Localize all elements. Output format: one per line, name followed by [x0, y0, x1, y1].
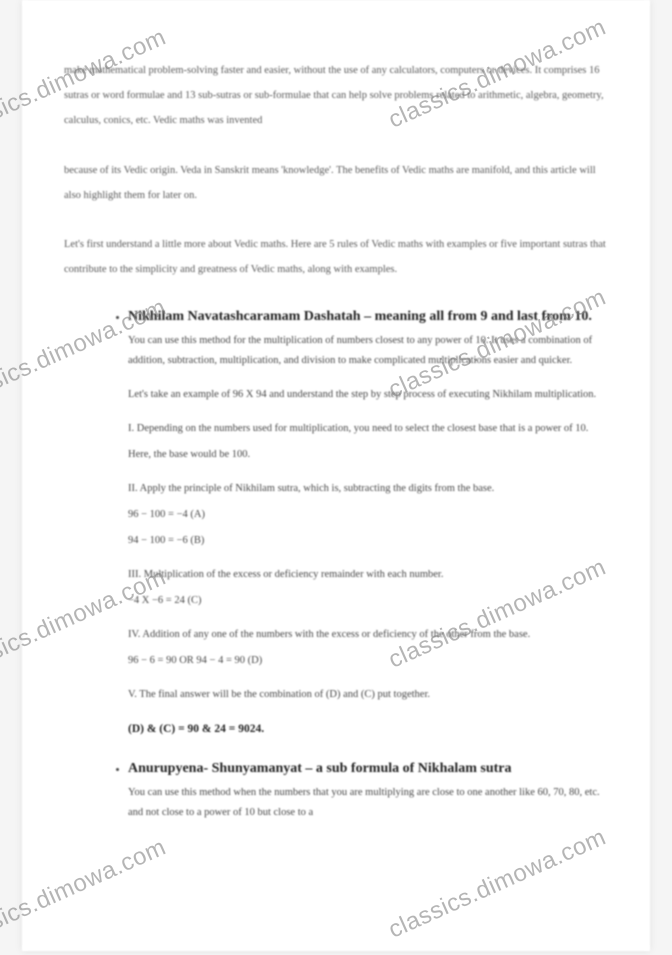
sutra-1-step1b: Here, the base would be 100.	[128, 445, 608, 465]
sutra-1-result: (D) & (C) = 90 & 24 = 9024.	[128, 719, 608, 741]
sutra-list: Nikhilam Navatashcaramam Dashatah – mean…	[64, 306, 608, 823]
sutra-1-step1: I. Depending on the numbers used for mul…	[128, 419, 608, 439]
sutra-1-step2: II. Apply the principle of Nikhilam sutr…	[128, 479, 608, 499]
sutra-1-title: Nikhilam Navatashcaramam Dashatah – mean…	[128, 306, 608, 327]
sutra-1-step2-math-a: 96 − 100 = −4 (A)	[128, 505, 608, 525]
intro-paragraph-2: because of its Vedic origin. Veda in San…	[64, 158, 608, 208]
sutra-1-lead: You can use this method for the multipli…	[128, 335, 592, 366]
sutra-1-step3-math: −4 X −6 = 24 (C)	[128, 591, 608, 611]
sutra-2-title: Anurupyena- Shunyamanyat – a sub formula…	[128, 758, 608, 779]
sutra-1-step4-math: 96 − 6 = 90 OR 94 − 4 = 90 (D)	[128, 651, 608, 671]
sutra-1-example-intro: Let's take an example of 96 X 94 and und…	[128, 385, 608, 405]
sutra-1-step2-math-b: 94 − 100 = −6 (B)	[128, 531, 608, 551]
intro-paragraph-3: Let's first understand a little more abo…	[64, 232, 608, 282]
sutra-1-step3: III. Multiplication of the excess or def…	[128, 565, 608, 585]
sutra-item-1: Nikhilam Navatashcaramam Dashatah – mean…	[128, 306, 608, 740]
sutra-1-step4: IV. Addition of any one of the numbers w…	[128, 625, 608, 645]
sutra-2-lead: You can use this method when the numbers…	[128, 787, 600, 818]
sutra-1-step5: V. The final answer will be the combinat…	[128, 685, 608, 705]
document-page: make mathematical problem-solving faster…	[22, 0, 650, 951]
sutra-item-2: Anurupyena- Shunyamanyat – a sub formula…	[128, 758, 608, 823]
intro-paragraph-1: make mathematical problem-solving faster…	[64, 58, 608, 134]
